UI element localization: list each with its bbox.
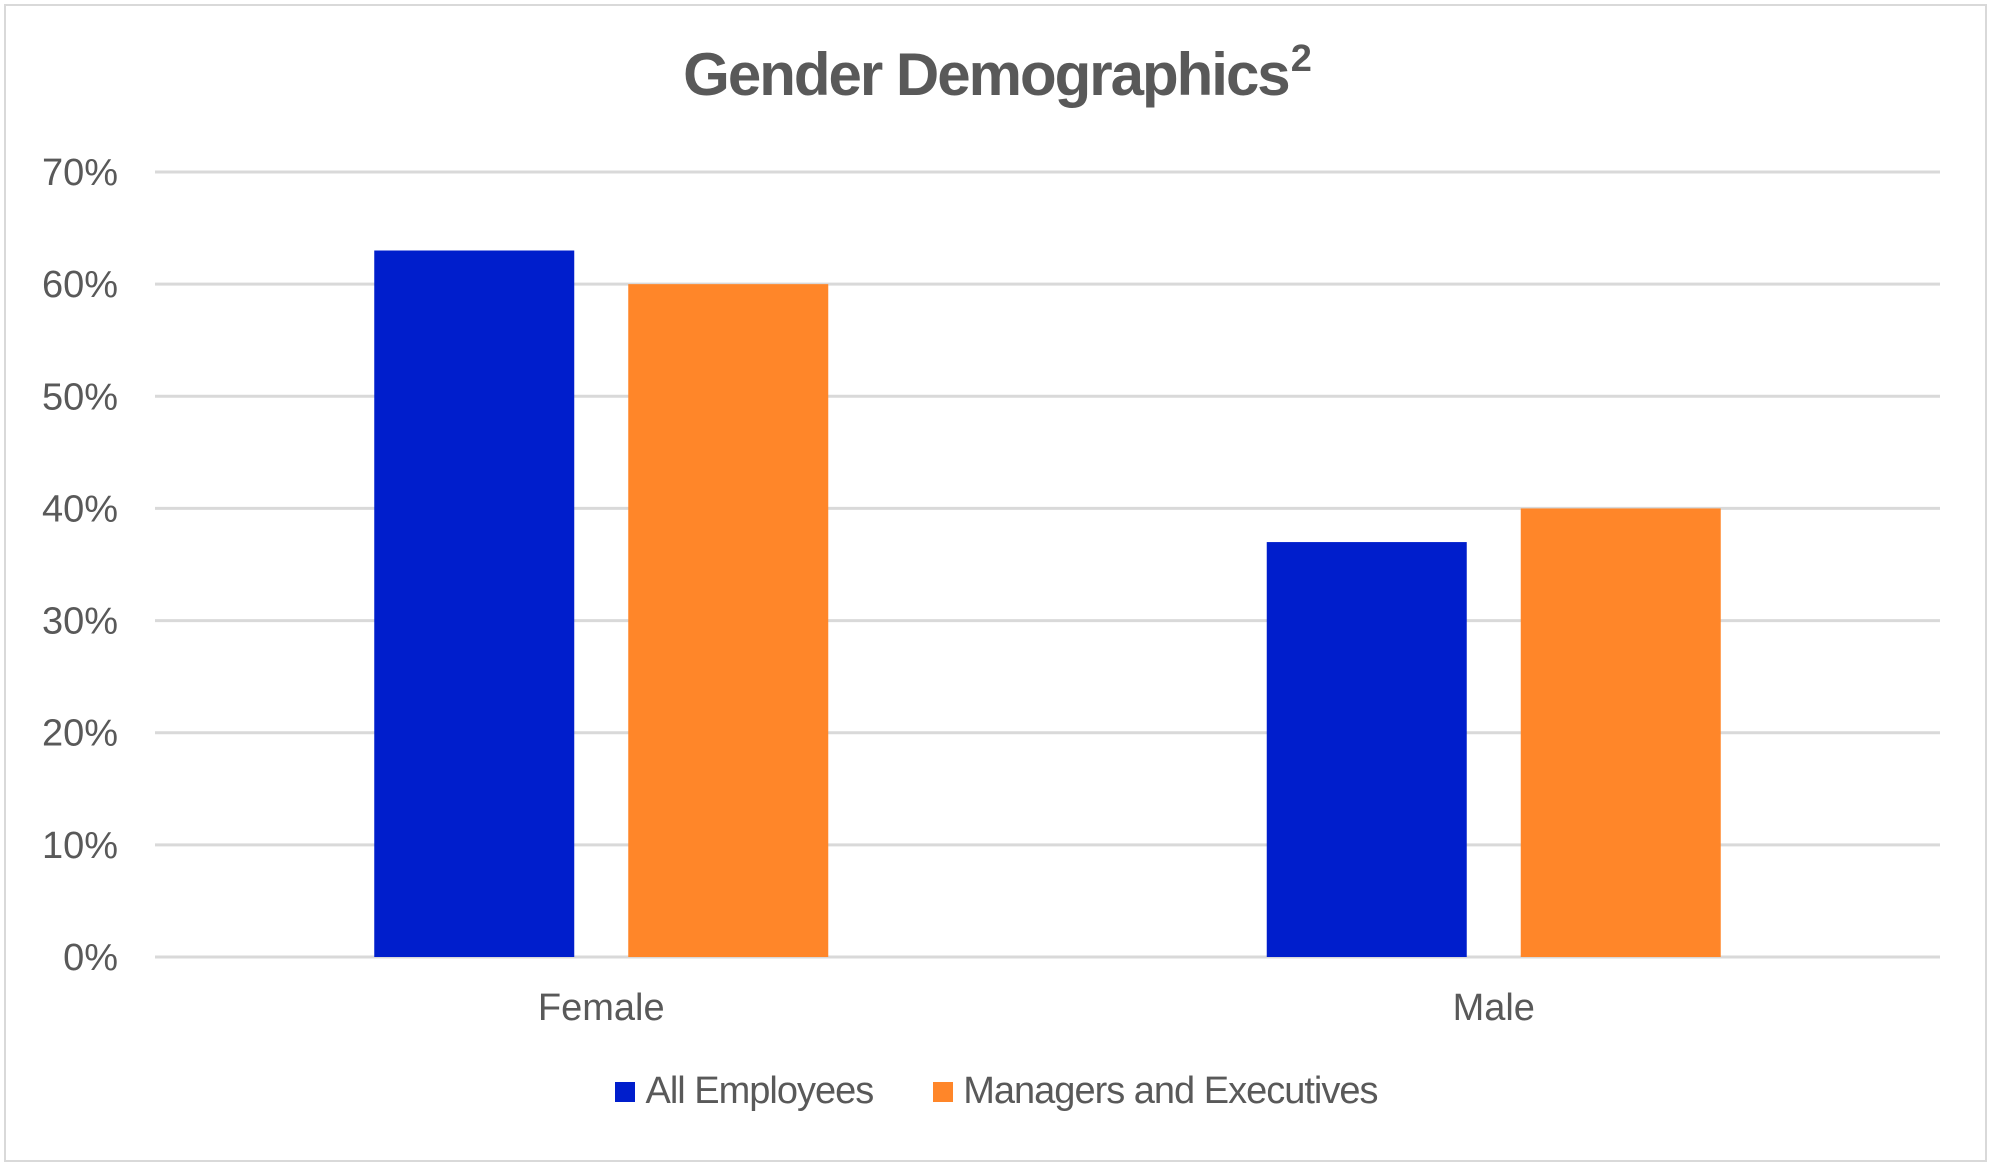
y-tick-label: 70% bbox=[42, 152, 118, 194]
y-axis: 0% 10% 20% 30% 40% 50% 60% 70% bbox=[42, 152, 118, 979]
bar-male-managers-and-executives bbox=[1520, 508, 1721, 957]
legend-label-managers-and-executives: Managers and Executives bbox=[963, 1070, 1378, 1112]
y-tick-label: 50% bbox=[42, 376, 118, 418]
y-tick-label: 10% bbox=[42, 825, 118, 867]
legend-item-all-employees: All Employees bbox=[615, 1070, 874, 1113]
legend: All Employees Managers and Executives bbox=[0, 1070, 1993, 1113]
y-tick-label: 40% bbox=[42, 488, 118, 530]
chart-title-footnote: 2 bbox=[1290, 38, 1312, 80]
bar-female-all-employees bbox=[374, 250, 575, 957]
chart-title-text: Gender Demographics bbox=[683, 41, 1291, 108]
legend-swatch-managers-and-executives bbox=[933, 1081, 954, 1102]
legend-item-managers-and-executives: Managers and Executives bbox=[933, 1070, 1379, 1113]
y-tick-label: 0% bbox=[63, 937, 118, 979]
bar-female-managers-and-executives bbox=[628, 284, 829, 958]
y-tick-label: 60% bbox=[42, 264, 118, 306]
x-axis: Female Male bbox=[538, 987, 1535, 1029]
y-tick-label: 20% bbox=[42, 713, 118, 755]
bar-male-all-employees bbox=[1266, 542, 1467, 957]
x-tick-label-male: Male bbox=[1453, 987, 1535, 1029]
y-tick-label: 30% bbox=[42, 601, 118, 643]
legend-label-all-employees: All Employees bbox=[645, 1070, 874, 1112]
chart-title: Gender Demographics2 bbox=[0, 38, 1993, 109]
bars bbox=[374, 250, 1721, 958]
x-tick-label-female: Female bbox=[538, 987, 665, 1029]
legend-swatch-all-employees bbox=[615, 1081, 636, 1102]
